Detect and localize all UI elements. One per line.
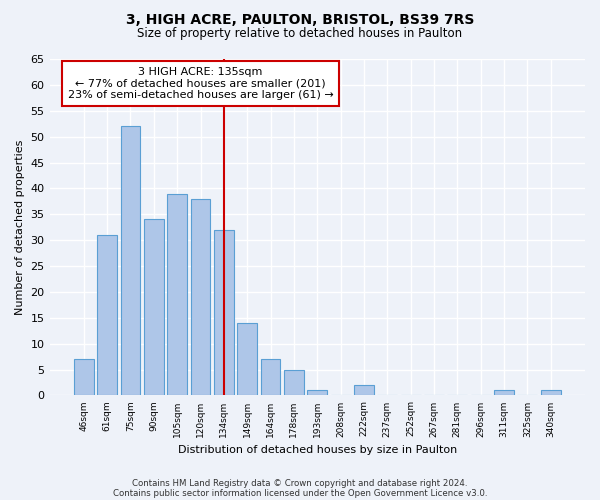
Bar (307, 390, 327, 396)
Bar (214, 230, 234, 396)
Bar (494, 390, 514, 396)
Bar (191, 198, 211, 396)
Bar (541, 390, 560, 396)
X-axis label: Distribution of detached houses by size in Paulton: Distribution of detached houses by size … (178, 445, 457, 455)
Text: Contains HM Land Registry data © Crown copyright and database right 2024.: Contains HM Land Registry data © Crown c… (132, 478, 468, 488)
Text: Contains public sector information licensed under the Open Government Licence v3: Contains public sector information licen… (113, 488, 487, 498)
Bar (238, 323, 257, 396)
Text: Size of property relative to detached houses in Paulton: Size of property relative to detached ho… (137, 28, 463, 40)
Text: 3 HIGH ACRE: 135sqm
← 77% of detached houses are smaller (201)
23% of semi-detac: 3 HIGH ACRE: 135sqm ← 77% of detached ho… (68, 67, 334, 100)
Bar (144, 220, 164, 396)
Bar (354, 385, 374, 396)
Bar (121, 126, 140, 396)
Bar (284, 370, 304, 396)
Bar (167, 194, 187, 396)
Bar (260, 359, 280, 396)
Y-axis label: Number of detached properties: Number of detached properties (15, 140, 25, 315)
Bar (97, 235, 117, 396)
Bar (74, 359, 94, 396)
Text: 3, HIGH ACRE, PAULTON, BRISTOL, BS39 7RS: 3, HIGH ACRE, PAULTON, BRISTOL, BS39 7RS (126, 12, 474, 26)
